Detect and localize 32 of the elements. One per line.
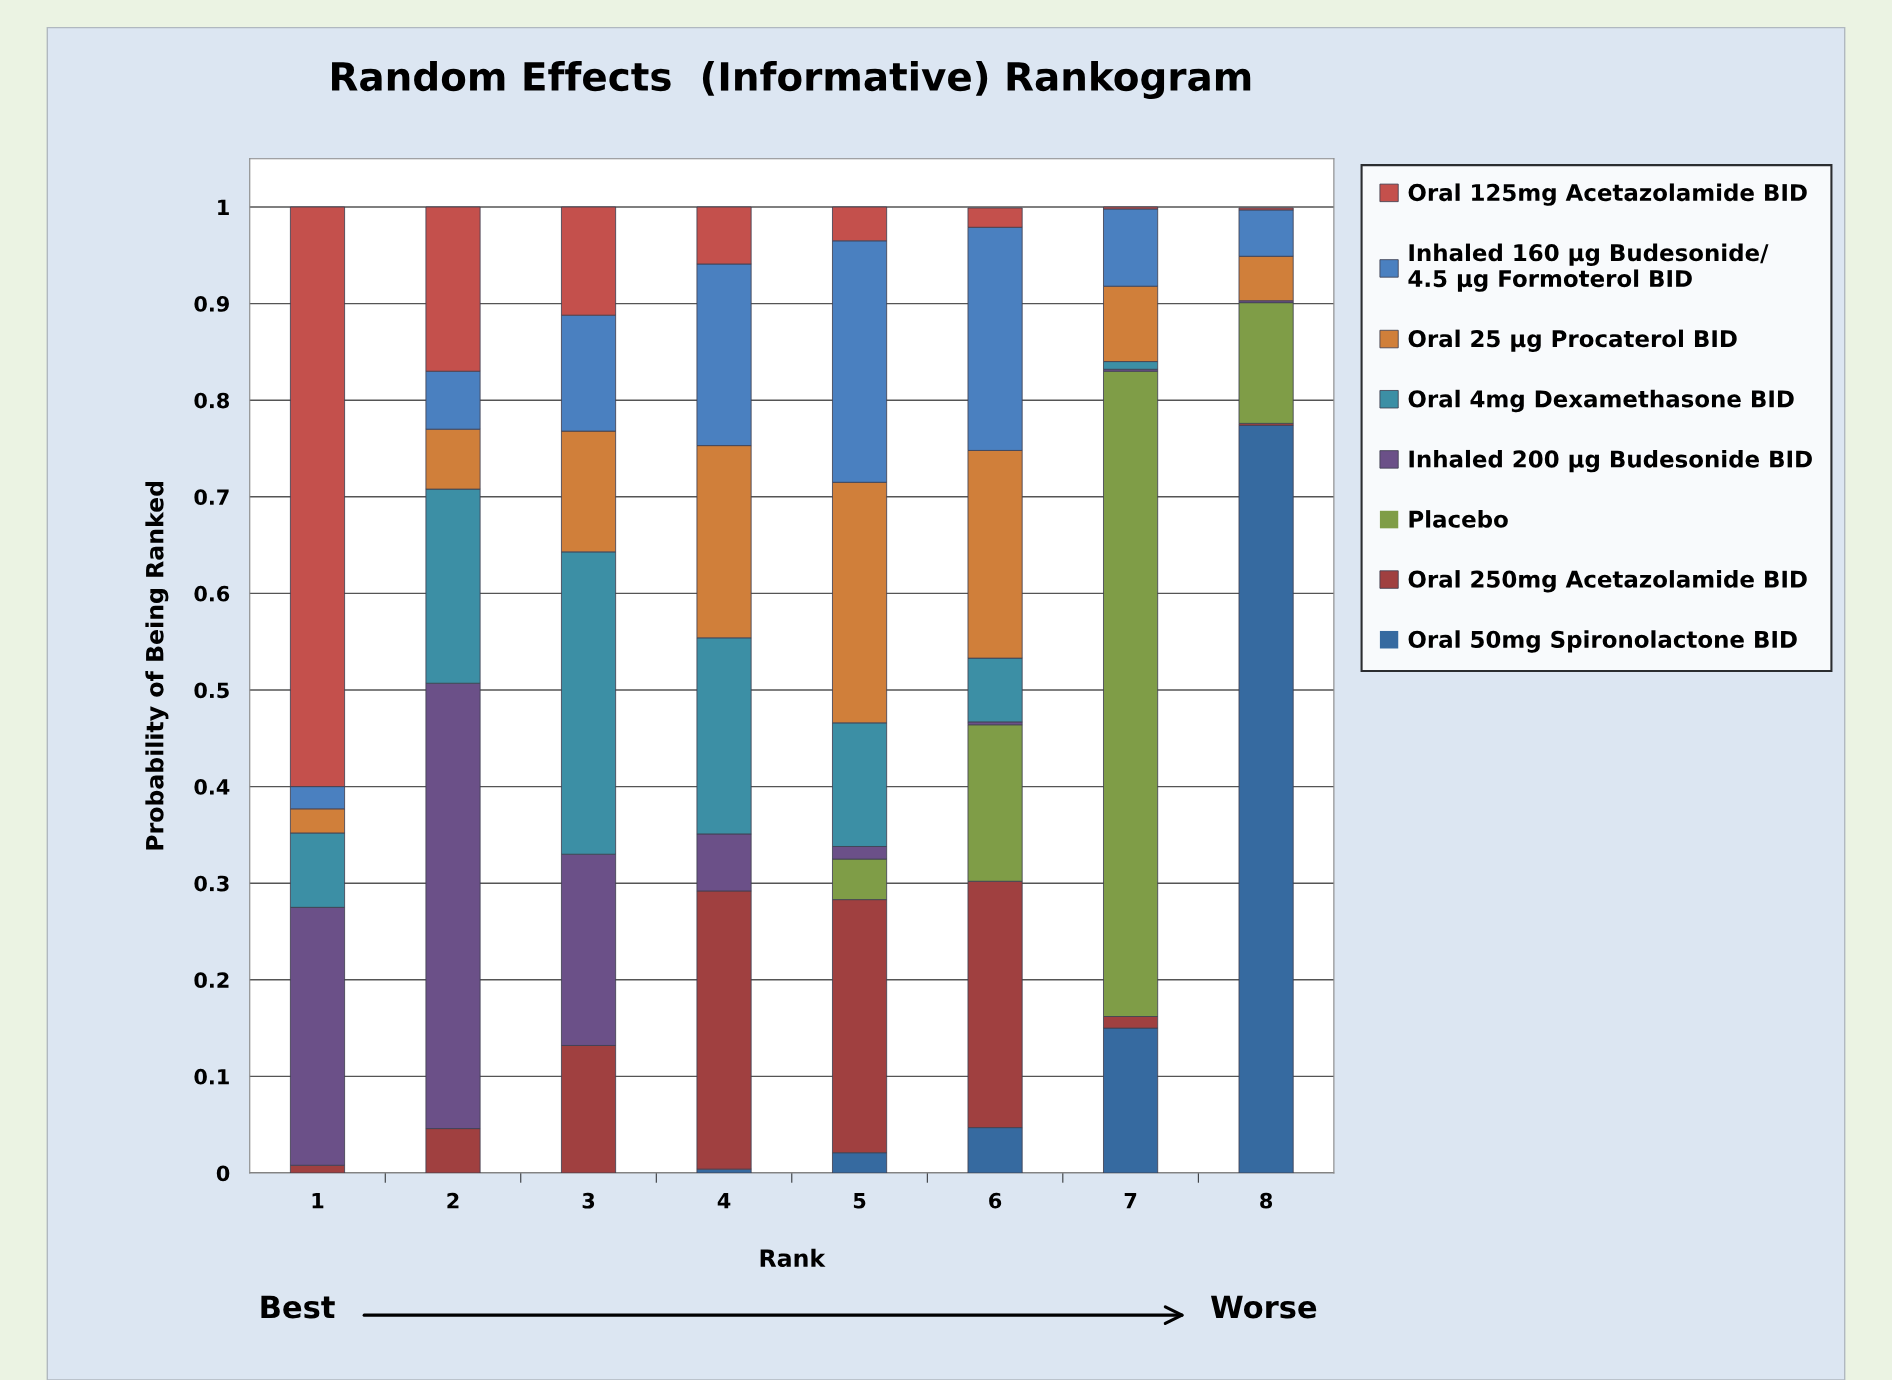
x-axis-title: Rank [760, 1248, 826, 1267]
legend-label: Oral 125mg Acetazolamide BID [1408, 183, 1807, 206]
text: Best [261, 1295, 335, 1319]
chart-title: Random Effects (Informative) Rankogram [332, 61, 1251, 100]
x-tick-label: 5 [853, 1193, 866, 1209]
legend-label: Oral 50mg Spironolactone BID [1408, 630, 1797, 653]
y-tick-label: 0.9 [194, 296, 229, 312]
y-tick-label: 0.3 [194, 875, 229, 892]
y-tick-label: 0.5 [194, 682, 229, 699]
legend-label: Oral 4mg Dexamethasone BID [1408, 389, 1794, 413]
x-tick-label: 1 [312, 1193, 324, 1209]
x-tick-label: 7 [1124, 1193, 1137, 1209]
y-tick-label: 1 [218, 199, 229, 215]
y-tick-label: 0.1 [194, 1068, 229, 1085]
y-tick-label: 0.4 [194, 779, 230, 795]
x-tick-label: 8 [1260, 1192, 1273, 1209]
legend-label: Inhaled 160 μg Budesonide/ 4.5 μg Formoterol BID [1408, 243, 1769, 292]
x-tick-label: 2 [447, 1192, 459, 1209]
y-axis-title: Probability of Being Ranked [145, 481, 169, 850]
text: Worse [1210, 1295, 1317, 1319]
x-tick-label: 3 [582, 1192, 595, 1209]
legend-label: Oral 250mg Acetazolamide BID [1408, 570, 1807, 593]
legend-label: Oral 25 μg Procaterol BID [1408, 329, 1737, 352]
y-tick-label: 0.8 [194, 392, 230, 409]
y-tick-label: 0.2 [194, 972, 229, 989]
legend-label: Placebo [1409, 510, 1508, 528]
x-tick-label: 4 [717, 1193, 731, 1209]
x-tick-label: 6 [989, 1192, 1002, 1209]
y-tick-label: 0.7 [194, 489, 229, 506]
legend-label: Inhaled 200 μg Budesonide BID [1409, 449, 1812, 473]
y-tick-label: 0 [216, 1165, 230, 1182]
y-tick-label: 0.6 [194, 585, 230, 602]
